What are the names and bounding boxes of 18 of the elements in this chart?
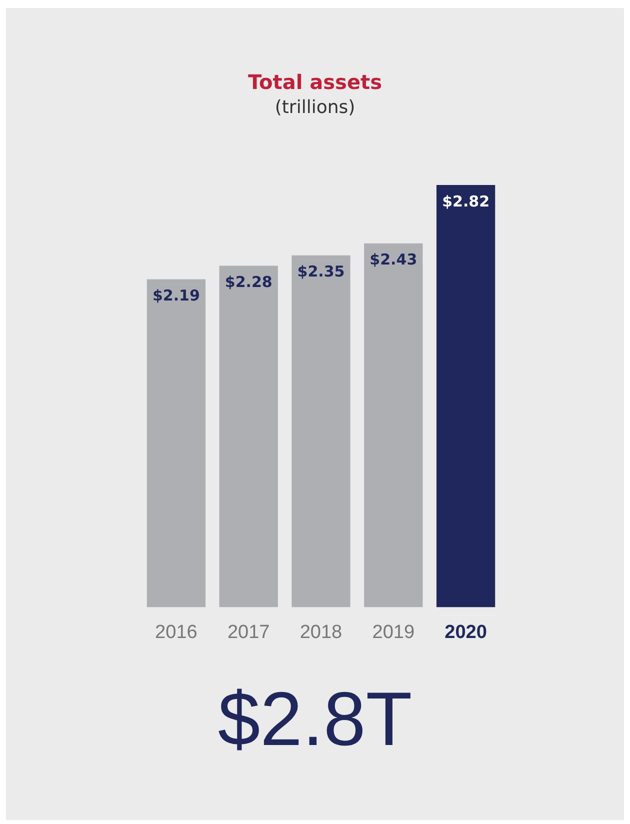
chart-subtitle: (trillions) xyxy=(274,97,356,118)
bar xyxy=(219,266,278,608)
x-tick-label: 2016 xyxy=(155,622,198,643)
data-label: $2.19 xyxy=(152,286,200,305)
data-label: $2.43 xyxy=(370,250,418,269)
bar xyxy=(146,279,206,608)
x-tick-label: 2017 xyxy=(227,622,270,643)
bar xyxy=(436,184,496,608)
x-tick-label: 2020 xyxy=(444,622,487,643)
x-tick-label: 2019 xyxy=(372,622,415,643)
bar xyxy=(292,255,350,608)
bar xyxy=(364,243,423,608)
chart-title: Total assets xyxy=(247,70,383,94)
x-tick-label: 2018 xyxy=(300,622,342,643)
data-label: $2.28 xyxy=(224,273,272,292)
data-label: $2.82 xyxy=(442,192,490,210)
text: $2.8T xyxy=(216,676,414,763)
data-label: $2.35 xyxy=(297,262,345,281)
